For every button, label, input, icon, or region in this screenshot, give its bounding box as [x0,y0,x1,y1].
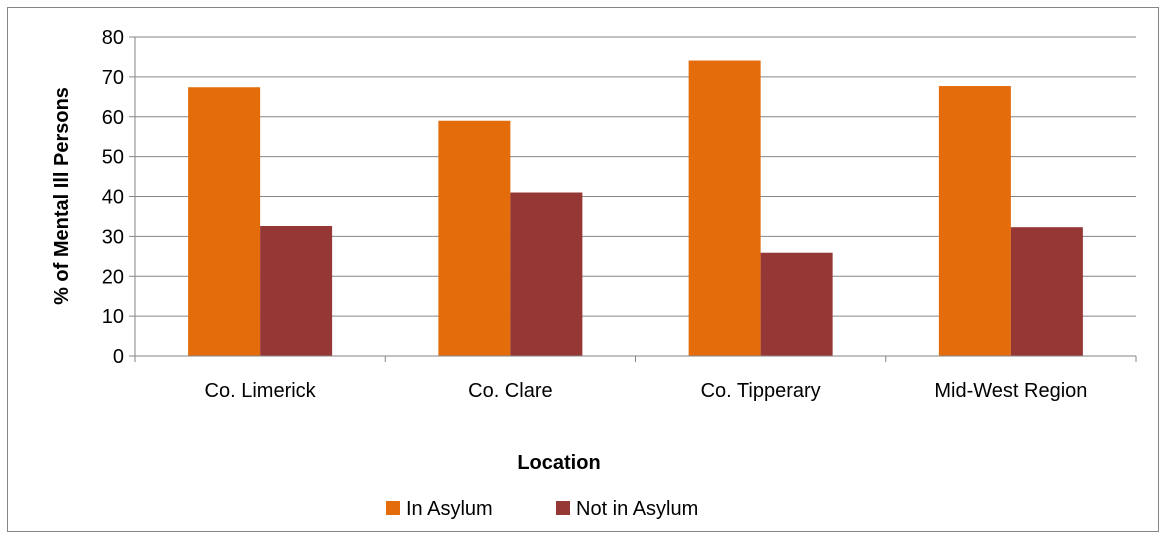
y-tick-label: 10 [102,306,124,328]
bar-not-in-asylum [260,226,333,356]
x-tick-label: Co. Tipperary [701,380,821,402]
bar-not-in-asylum [1010,227,1083,356]
axes: 0 10 20 30 40 50 60 70 80 Co. Limerick Co. Clare Co… [102,27,1137,402]
bar-in-asylum [188,87,261,357]
y-tick-label: 50 [102,147,124,169]
x-tick-label: Co. Clare [468,380,552,402]
y-tick-label: 70 [102,67,124,89]
legend-swatch [386,501,400,515]
legend: In Asylum Not in Asylum [386,498,698,520]
x-tick-label: Mid-West Region [934,380,1087,402]
y-tick-label: 60 [102,107,124,129]
x-tick-label: Co. Limerick [205,380,317,402]
y-tick-label: 30 [102,226,124,248]
bars [188,60,1083,357]
legend-swatch [556,501,570,515]
y-axis-title: % of Mental Ill Persons [51,87,73,305]
x-axis-title: Location [517,452,600,474]
legend-label: Not in Asylum [576,498,698,520]
y-tick-label: 40 [102,187,124,209]
bar-not-in-asylum [760,252,833,356]
y-tick-label: 80 [102,27,124,49]
bar-in-asylum [938,86,1011,356]
bar-in-asylum [438,120,511,356]
bar-not-in-asylum [510,192,583,356]
legend-label: In Asylum [406,498,493,520]
y-tick-label: 0 [113,346,124,368]
bar-in-asylum [688,60,761,357]
y-tick-label: 20 [102,266,124,288]
